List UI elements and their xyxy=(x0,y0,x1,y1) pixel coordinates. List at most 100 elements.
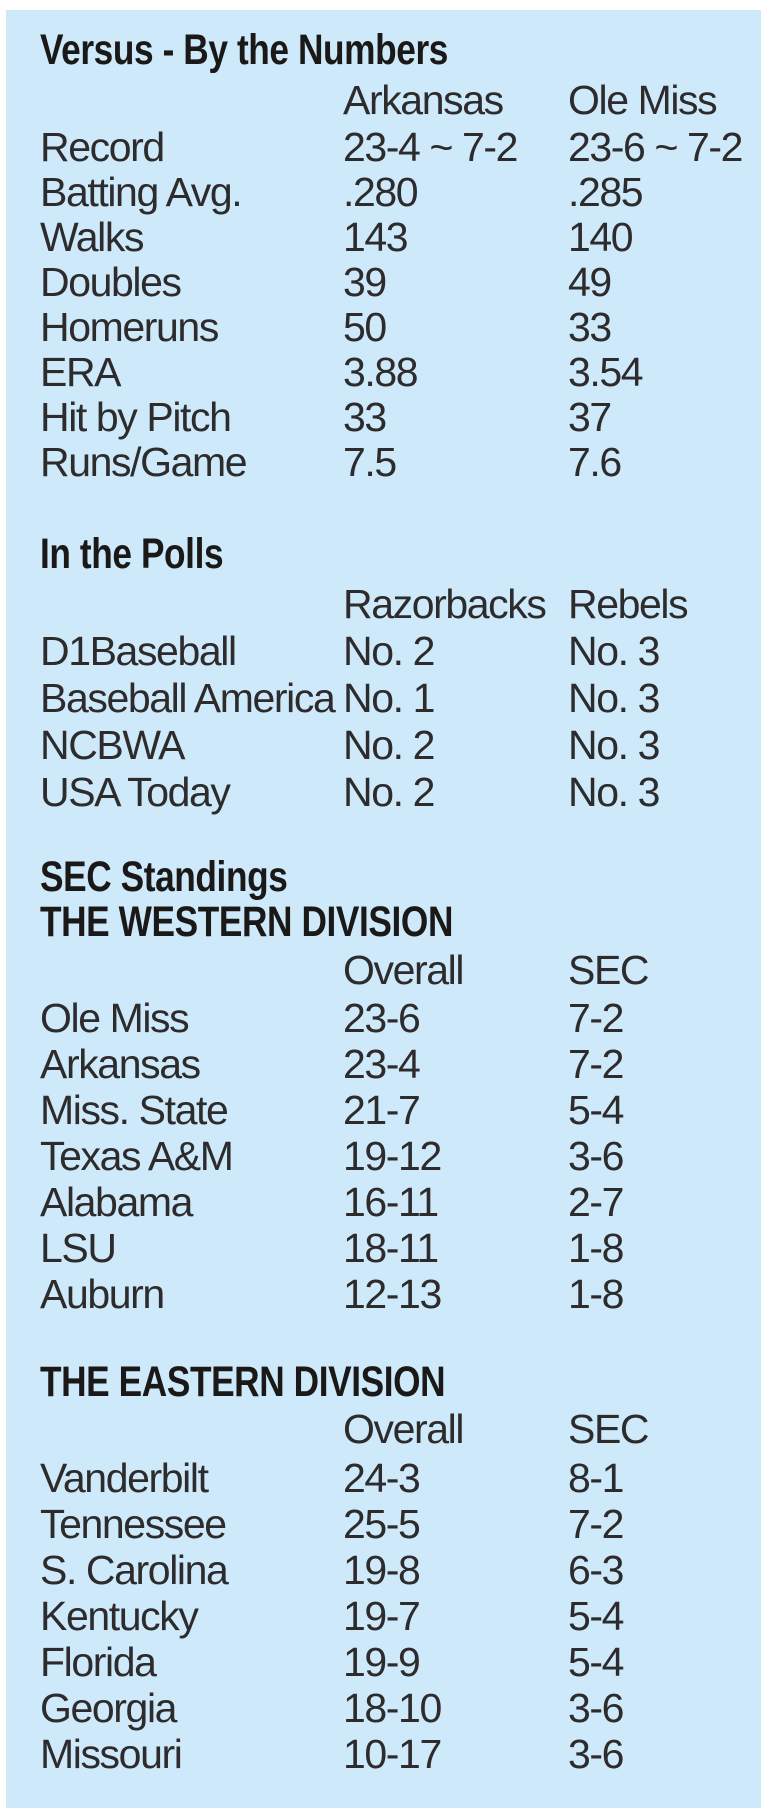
team-name: Arkansas xyxy=(40,1041,201,1087)
stat-value-olemiss: 37 xyxy=(568,394,612,440)
team-sec-record: 1-8 xyxy=(568,1225,624,1271)
stat-value-olemiss: .285 xyxy=(568,169,644,215)
team-sec-record: 5-4 xyxy=(568,1087,624,1133)
standings-row-alabama: Alabama 16-11 2-7 xyxy=(40,1179,755,1225)
team-name: Florida xyxy=(40,1639,157,1685)
standings-row-ole-miss: Ole Miss 23-6 7-2 xyxy=(40,995,755,1041)
team-overall-record: 18-10 xyxy=(343,1685,442,1731)
poll-rank-rebels: No. 3 xyxy=(568,675,660,721)
poll-row-ncbwa: NCBWA No. 2 No. 3 xyxy=(40,722,755,769)
standings-row-georgia: Georgia 18-10 3-6 xyxy=(40,1685,755,1731)
poll-label: USA Today xyxy=(40,769,231,815)
team-overall-record: 16-11 xyxy=(343,1179,439,1225)
team-overall-record: 25-5 xyxy=(343,1501,421,1547)
stats-panel: Versus - By the Numbers Arkansas Ole Mis… xyxy=(6,10,761,1808)
team-name: Miss. State xyxy=(40,1087,229,1133)
team-sec-record: 7-2 xyxy=(568,995,624,1041)
poll-row-baseball-america: Baseball America No. 1 No. 3 xyxy=(40,675,755,722)
poll-label: NCBWA xyxy=(40,722,185,768)
standings-row-florida: Florida 19-9 5-4 xyxy=(40,1639,755,1685)
poll-rank-razorbacks: No. 2 xyxy=(343,628,435,674)
versus-col-header-arkansas: Arkansas xyxy=(343,77,504,123)
team-name: Kentucky xyxy=(40,1593,199,1639)
west-header-spacer xyxy=(40,948,343,993)
team-overall-record: 19-8 xyxy=(343,1547,421,1593)
eastern-division-title-block: THE EASTERN DIVISION xyxy=(40,1360,755,1405)
west-col-header-sec: SEC xyxy=(568,947,650,993)
stat-row-walks: Walks 143 140 xyxy=(40,215,755,260)
standings-row-auburn: Auburn 12-13 1-8 xyxy=(40,1271,755,1317)
versus-section-title-block: Versus - By the Numbers xyxy=(40,28,755,73)
east-header-row: Overall SEC xyxy=(40,1407,755,1452)
poll-row-usa-today: USA Today No. 2 No. 3 xyxy=(40,769,755,816)
stat-label: Homeruns xyxy=(40,304,219,350)
team-overall-record: 19-12 xyxy=(343,1133,442,1179)
polls-header-spacer xyxy=(40,582,343,627)
team-sec-record: 7-2 xyxy=(568,1041,624,1087)
eastern-division-title: THE EASTERN DIVISION xyxy=(40,1358,446,1406)
stat-label: Record xyxy=(40,124,165,170)
stat-value-arkansas: .280 xyxy=(343,169,419,215)
stat-row-doubles: Doubles 39 49 xyxy=(40,260,755,305)
stat-value-arkansas: 3.88 xyxy=(343,349,419,395)
east-header-spacer xyxy=(40,1407,343,1452)
stat-row-hit-by-pitch: Hit by Pitch 33 37 xyxy=(40,395,755,440)
poll-label: Baseball America xyxy=(40,675,336,721)
versus-header-spacer xyxy=(40,78,343,123)
team-overall-record: 24-3 xyxy=(343,1455,421,1501)
east-col-header-overall: Overall xyxy=(343,1406,464,1452)
versus-header-row: Arkansas Ole Miss xyxy=(40,78,755,123)
stat-label: Hit by Pitch xyxy=(40,394,232,440)
stat-row-runs-game: Runs/Game 7.5 7.6 xyxy=(40,440,755,485)
stat-value-olemiss: 7.6 xyxy=(568,439,622,485)
team-name: Vanderbilt xyxy=(40,1455,209,1501)
team-sec-record: 3-6 xyxy=(568,1133,624,1179)
stat-value-olemiss: 23-6 ~ 7-2 xyxy=(568,124,743,170)
stat-value-olemiss: 140 xyxy=(568,214,634,260)
versus-table: Record 23-4 ~ 7-2 23-6 ~ 7-2 Batting Avg… xyxy=(40,125,755,485)
standings-row-vanderbilt: Vanderbilt 24-3 8-1 xyxy=(40,1455,755,1501)
polls-title: In the Polls xyxy=(40,530,224,578)
standings-row-s-carolina: S. Carolina 19-8 6-3 xyxy=(40,1547,755,1593)
versus-col-header-olemiss: Ole Miss xyxy=(568,77,718,123)
stat-value-olemiss: 33 xyxy=(568,304,612,350)
polls-col-header-razorbacks: Razorbacks xyxy=(343,581,547,627)
polls-col-header-rebels: Rebels xyxy=(568,581,689,627)
team-name: Texas A&M xyxy=(40,1133,234,1179)
stat-label: Doubles xyxy=(40,259,182,305)
team-name: Ole Miss xyxy=(40,995,190,1041)
team-name: Tennessee xyxy=(40,1501,227,1547)
team-sec-record: 7-2 xyxy=(568,1501,624,1547)
stat-value-arkansas: 50 xyxy=(343,304,387,350)
team-sec-record: 1-8 xyxy=(568,1271,624,1317)
team-name: S. Carolina xyxy=(40,1547,229,1593)
standings-row-lsu: LSU 18-11 1-8 xyxy=(40,1225,755,1271)
team-name: Alabama xyxy=(40,1179,193,1225)
east-standings-table: Vanderbilt 24-3 8-1 Tennessee 25-5 7-2 S… xyxy=(40,1455,755,1777)
standings-section-title-block: SEC Standings THE WESTERN DIVISION xyxy=(40,855,755,945)
team-overall-record: 10-17 xyxy=(343,1731,442,1777)
stat-value-arkansas: 143 xyxy=(343,214,409,260)
stat-label: Runs/Game xyxy=(40,439,248,485)
standings-row-texas-am: Texas A&M 19-12 3-6 xyxy=(40,1133,755,1179)
poll-row-d1baseball: D1Baseball No. 2 No. 3 xyxy=(40,628,755,675)
west-header-row: Overall SEC xyxy=(40,948,755,993)
team-overall-record: 19-9 xyxy=(343,1639,421,1685)
west-col-header-overall: Overall xyxy=(343,947,464,993)
team-sec-record: 3-6 xyxy=(568,1685,624,1731)
stat-value-olemiss: 3.54 xyxy=(568,349,644,395)
poll-rank-razorbacks: No. 2 xyxy=(343,769,435,815)
stat-value-arkansas: 33 xyxy=(343,394,387,440)
standings-row-kentucky: Kentucky 19-7 5-4 xyxy=(40,1593,755,1639)
polls-header-row: Razorbacks Rebels xyxy=(40,582,755,627)
poll-label: D1Baseball xyxy=(40,628,237,674)
team-overall-record: 23-6 xyxy=(343,995,421,1041)
team-name: Georgia xyxy=(40,1685,177,1731)
stat-value-olemiss: 49 xyxy=(568,259,612,305)
standings-title: SEC Standings xyxy=(40,853,288,901)
stat-value-arkansas: 39 xyxy=(343,259,387,305)
stat-label: ERA xyxy=(40,349,122,395)
western-division-title: THE WESTERN DIVISION xyxy=(40,898,453,946)
team-overall-record: 18-11 xyxy=(343,1225,439,1271)
